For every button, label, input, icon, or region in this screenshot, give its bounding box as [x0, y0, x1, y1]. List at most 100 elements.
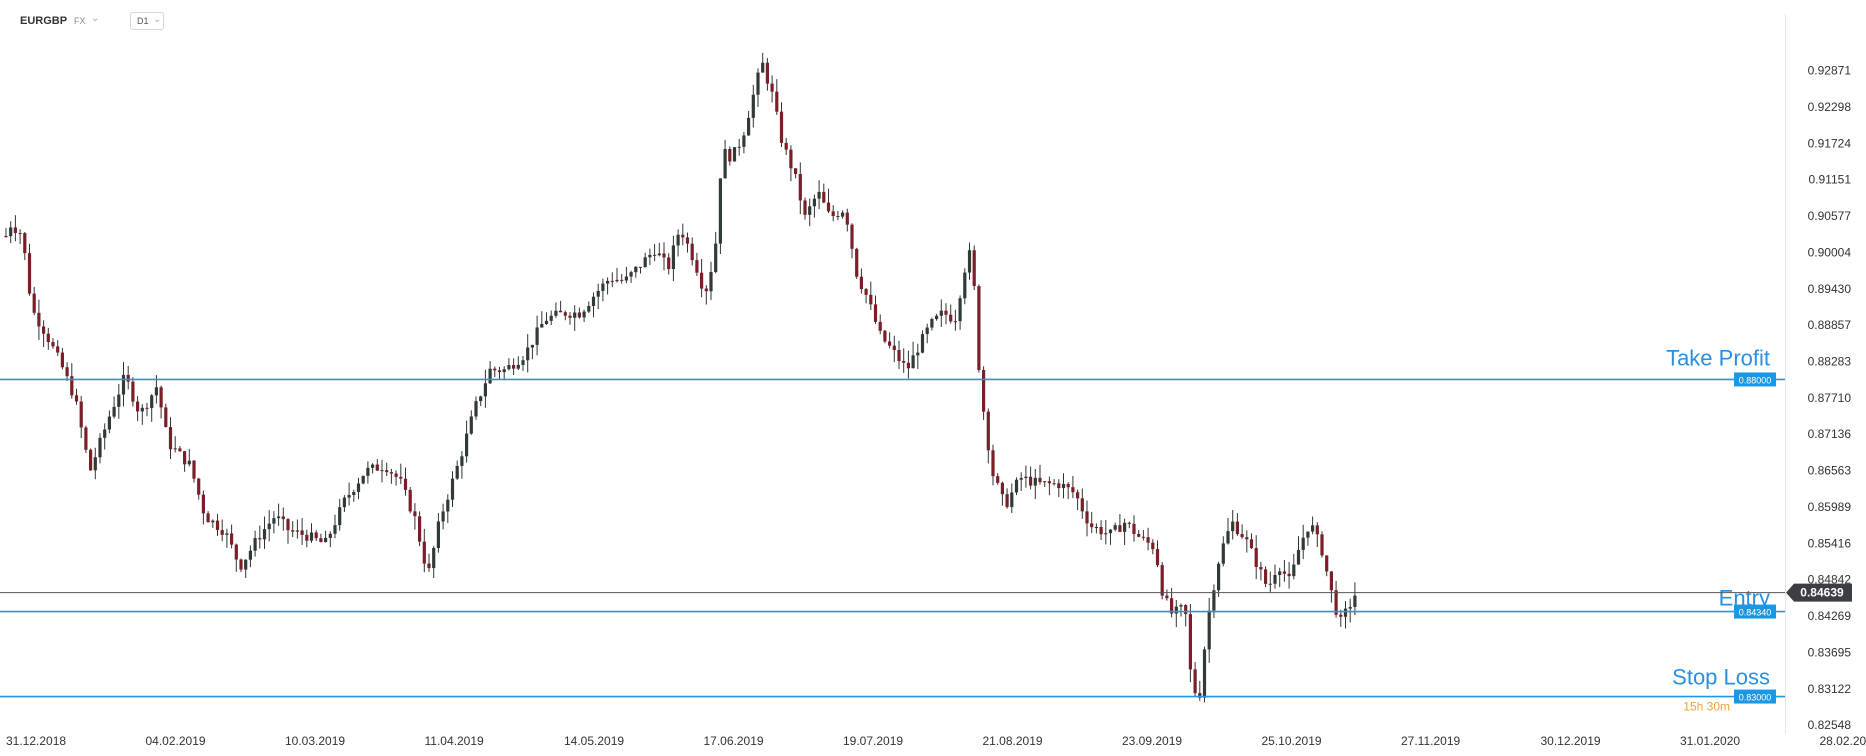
candle-up: [121, 374, 126, 395]
candle-down: [27, 253, 32, 294]
candle-up: [371, 464, 375, 468]
candle-up: [648, 254, 652, 258]
candle-down: [944, 310, 948, 315]
candle-down: [427, 563, 431, 569]
candle-up: [582, 311, 586, 318]
candle-up: [98, 437, 102, 458]
level-price-tag: [1734, 372, 1776, 387]
y-tick-label: 0.85416: [1808, 536, 1852, 550]
candle-down: [1080, 498, 1084, 512]
candle-down: [1132, 523, 1136, 534]
x-tick-label: 27.11.2019: [1401, 734, 1460, 748]
market-chevron-down-icon[interactable]: ⌄: [91, 13, 100, 24]
candle-down: [1099, 527, 1103, 535]
candle-up: [1104, 533, 1108, 535]
candle-down: [422, 541, 426, 564]
candle-down: [1165, 595, 1169, 599]
candle-down: [1137, 533, 1141, 537]
candle-up: [544, 320, 549, 325]
candle-up: [338, 507, 342, 526]
candle-up: [742, 135, 746, 147]
candle-down: [559, 310, 563, 313]
candle-up: [1113, 525, 1117, 530]
candle-down: [1264, 569, 1268, 584]
candle-down: [770, 83, 774, 92]
candle-down: [56, 346, 60, 353]
timeframe-dropdown[interactable]: D1 ⌄: [130, 12, 164, 30]
candle-up: [1311, 525, 1315, 532]
candle-down: [131, 381, 135, 402]
candle-up: [150, 395, 154, 409]
candle-up: [596, 290, 600, 297]
candle-up: [1019, 478, 1023, 480]
candle-up: [615, 279, 619, 282]
candle-down: [1235, 521, 1239, 534]
candle-up: [1296, 549, 1301, 565]
timeframe-label: D1: [137, 16, 149, 26]
candle-down: [183, 451, 187, 465]
candle-up: [1174, 606, 1178, 614]
candle-up: [530, 344, 534, 348]
candle-up: [356, 483, 361, 492]
candle-up: [112, 406, 116, 417]
y-tick-label: 0.84842: [1808, 573, 1852, 587]
time-axis: 31.12.2018 04.02.2019 10.03.2019 11.04.2019…: [6, 734, 1866, 748]
candle-up: [380, 470, 384, 472]
level-annotation: Stop Loss: [1672, 665, 1770, 690]
candle-down: [577, 312, 581, 318]
x-tick-label: 17.06.2019: [704, 734, 764, 748]
candle-up: [709, 271, 713, 292]
candle-up: [747, 117, 751, 136]
candle-up: [93, 457, 97, 471]
candle-down: [70, 376, 74, 396]
candle-up: [732, 147, 737, 162]
candle-up: [629, 272, 633, 277]
y-tick-label: 0.86563: [1808, 464, 1852, 478]
candle-down: [239, 559, 243, 570]
candle-down: [220, 530, 224, 535]
candle-down: [1057, 483, 1061, 489]
candle-down: [1282, 571, 1286, 574]
x-tick-label: 10.03.2019: [285, 734, 345, 748]
candle-down: [906, 362, 910, 369]
candle-down: [1085, 511, 1089, 524]
candle-up: [958, 298, 962, 322]
candle-up: [507, 365, 511, 370]
candle-down: [1334, 590, 1338, 615]
current-price-tag: [1786, 583, 1852, 602]
x-tick-label: 28.02.2020: [1820, 734, 1866, 748]
candle-down: [869, 294, 873, 305]
candle-up: [333, 525, 337, 534]
candle-down: [1052, 483, 1056, 485]
candle-down: [972, 250, 976, 287]
candle-up: [1353, 595, 1357, 607]
candle-up: [1024, 476, 1028, 479]
market-label[interactable]: FX: [74, 16, 86, 26]
candle-up: [1033, 477, 1037, 486]
candle-down: [662, 253, 666, 258]
y-tick-label: 0.91724: [1808, 136, 1852, 150]
candle-down: [197, 478, 201, 495]
candle-down: [822, 191, 826, 203]
candle-up: [939, 310, 943, 316]
candle-down: [1000, 482, 1004, 495]
candle-down: [126, 374, 130, 382]
candle-down: [1245, 537, 1249, 540]
candle-up: [465, 433, 469, 457]
candle-down: [1329, 571, 1333, 591]
symbol-label[interactable]: EURGBP: [20, 15, 68, 27]
candle-down: [394, 473, 398, 477]
candle-down: [1198, 693, 1202, 698]
x-tick-label: 14.05.2019: [564, 734, 624, 748]
candle-down: [1339, 614, 1343, 617]
candle-down: [982, 369, 986, 412]
candle-down: [32, 293, 36, 313]
candle-up: [248, 550, 252, 560]
candle-down: [23, 233, 27, 254]
candle-down: [206, 513, 210, 523]
candle-down: [1071, 487, 1075, 493]
candle-down: [681, 234, 685, 238]
candle-up: [450, 478, 455, 500]
candle-down: [258, 538, 262, 540]
